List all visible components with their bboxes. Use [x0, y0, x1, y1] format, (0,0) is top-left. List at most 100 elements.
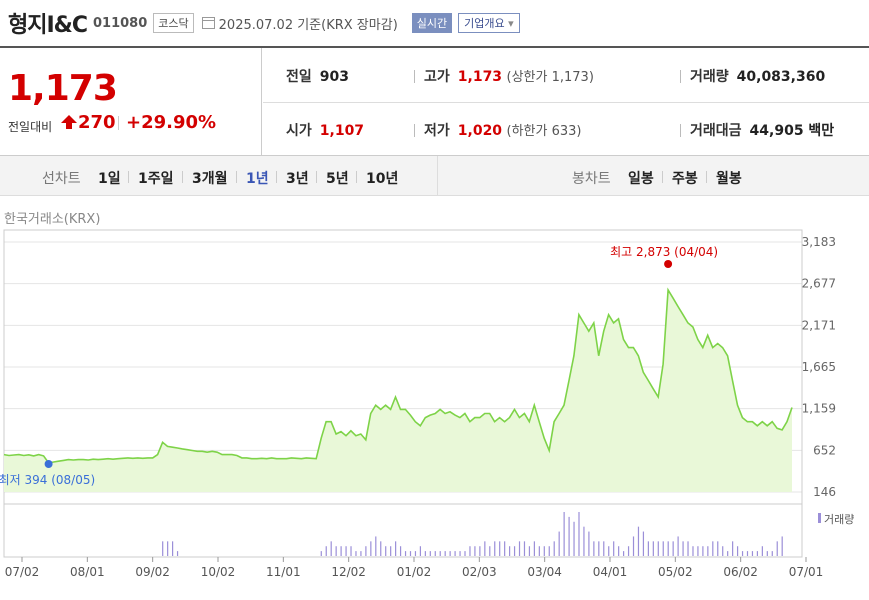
volume-bar — [727, 551, 729, 556]
divider — [316, 171, 317, 183]
min-marker — [44, 460, 53, 468]
volume-bar — [419, 546, 422, 556]
tab-candle-daily[interactable]: 일봉 — [628, 171, 654, 187]
min-label: 최저 394 (08/05) — [0, 473, 95, 487]
chevron-down-icon: ▾ — [508, 17, 514, 30]
trade-value: 거래대금 44,905 백만 — [690, 120, 834, 140]
volume-bar — [489, 546, 491, 556]
volume-bar — [395, 541, 397, 556]
stock-code: 011080 — [93, 15, 148, 31]
volume-bar — [504, 541, 506, 556]
current-price-box: 1,173 전일대비 270 +29.90% — [0, 48, 262, 156]
divider — [680, 124, 681, 137]
company-overview-button[interactable]: 기업개요 ▾ — [458, 13, 520, 33]
volume-bar — [776, 541, 778, 556]
volume-bar — [385, 546, 387, 556]
divider — [662, 171, 663, 183]
volume-bar — [583, 526, 585, 556]
x-tick-label: 05/02 — [658, 565, 693, 579]
divider — [414, 70, 415, 83]
low-price: 저가 1,020 (하한가 633) — [424, 120, 582, 140]
prev-close-value: 903 — [319, 69, 349, 85]
volume-bar — [563, 512, 565, 556]
volume-bar — [746, 551, 749, 556]
open-price: 시가 1,107 — [286, 120, 364, 140]
volume-bar — [399, 546, 402, 556]
volume-bar — [761, 546, 763, 556]
y-tick-label: 3,183 — [802, 235, 836, 249]
tab-period-1y[interactable]: 1년 — [246, 171, 269, 187]
volume-bar — [667, 541, 669, 556]
volume-bar — [766, 551, 768, 556]
tab-candle-weekly[interactable]: 주봉 — [672, 171, 698, 187]
x-tick-label: 04/01 — [593, 565, 628, 579]
volume-bar — [375, 536, 377, 556]
price-chart: 3,183 2,677 2,171 1,665 1,159 652 146 최고 2,873… — [0, 229, 854, 579]
volume-bar — [692, 546, 694, 556]
divider — [276, 171, 277, 183]
open-label: 시가 — [286, 123, 312, 139]
volume-bar — [528, 546, 531, 556]
tab-period-10y[interactable]: 10년 — [366, 171, 399, 187]
y-tick-label: 1,665 — [802, 360, 836, 374]
company-overview-label: 기업개요 — [464, 17, 505, 30]
volume-bar — [355, 551, 357, 556]
volume-bars — [162, 512, 783, 556]
volume-bar — [360, 551, 362, 556]
volume-bar — [568, 516, 570, 556]
volume-bar — [434, 551, 436, 556]
volume-bar — [627, 546, 630, 556]
line-chart-label: 선차트 — [42, 171, 81, 187]
divider — [128, 171, 129, 183]
volume-bar — [414, 551, 417, 556]
volume-bar — [741, 551, 744, 556]
x-tick-label: 02/03 — [462, 565, 497, 579]
volume-bar — [523, 541, 526, 556]
volume-bar — [439, 551, 441, 556]
volume-bar — [335, 546, 337, 556]
volume-bar — [682, 541, 684, 556]
tab-candle-monthly[interactable]: 월봉 — [716, 171, 742, 187]
volume-bar — [687, 541, 689, 556]
volume-bar — [404, 551, 407, 556]
x-tick-label: 07/02 — [5, 565, 40, 579]
volume: 거래량 40,083,360 — [690, 66, 825, 86]
volume-legend-swatch — [818, 513, 821, 523]
volume-bar — [484, 541, 486, 556]
low-label: 저가 — [424, 123, 450, 139]
tab-period-5y[interactable]: 5년 — [326, 171, 349, 187]
tab-period-1d[interactable]: 1일 — [98, 171, 121, 187]
low-value: 1,020 — [457, 123, 503, 139]
volume-label: 거래량 — [690, 69, 729, 85]
stock-name: 형지I&C — [8, 13, 88, 38]
volume-bar — [613, 541, 615, 556]
volume-bar — [533, 541, 535, 556]
volume-bar — [647, 541, 649, 556]
volume-bar — [608, 546, 610, 556]
y-axis-labels: 3,183 2,677 2,171 1,665 1,159 652 146 — [802, 235, 836, 499]
volume-bar — [652, 541, 654, 556]
tab-period-3y[interactable]: 3년 — [286, 171, 309, 187]
x-tick-label: 01/02 — [397, 565, 432, 579]
realtime-button[interactable]: 실시간 — [411, 13, 453, 33]
y-tick-label: 1,159 — [802, 402, 836, 416]
volume-bar — [494, 541, 496, 556]
trade-value-value: 44,905 백만 — [749, 123, 835, 139]
volume-bar — [513, 546, 516, 556]
tab-period-3m[interactable]: 3개월 — [192, 171, 228, 187]
calendar-icon — [201, 17, 215, 29]
high-price: 고가 1,173 (상한가 1,173) — [424, 66, 594, 86]
volume-bar — [756, 551, 759, 556]
upper-limit: (상한가 1,173) — [506, 70, 594, 85]
volume-bar — [320, 551, 322, 556]
volume-bar — [558, 531, 560, 556]
tab-period-1w[interactable]: 1주일 — [138, 171, 174, 187]
price-line — [3, 287, 793, 464]
volume-bar — [637, 526, 640, 556]
lower-limit: (하한가 633) — [506, 124, 582, 139]
volume-bar — [697, 546, 699, 556]
volume-bar — [736, 546, 739, 556]
volume-bar — [409, 551, 412, 556]
max-label: 최고 2,873 (04/04) — [610, 245, 718, 259]
volume-bar — [325, 546, 327, 556]
